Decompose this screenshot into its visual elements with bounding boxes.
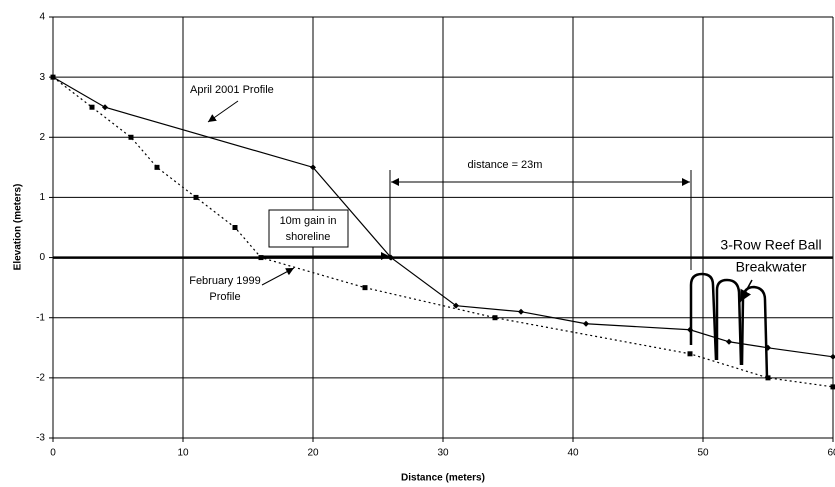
point [102,104,108,111]
annotation: Profile [209,291,240,303]
reef-ball [715,278,743,366]
point [258,255,264,261]
annotation-box [268,209,349,248]
point [362,285,368,291]
point [89,104,95,110]
y-tick-label: -1 [36,312,45,323]
point [128,134,134,140]
point [583,320,589,327]
arrow [261,267,295,286]
point [492,315,498,321]
y-tick-label: 3 [39,72,45,83]
y-tick-label: 0 [39,252,45,263]
reef-ball [740,285,769,379]
y-tick-label: 2 [39,132,45,143]
point [50,74,56,80]
point [830,384,835,390]
series [50,74,835,390]
y-tick-label: 1 [39,192,45,203]
y-tick-label: -3 [36,433,45,444]
annotation: February 1999 [189,275,261,287]
point [154,164,160,170]
y-tick-label: -2 [36,372,45,383]
x-axis-title: Distance (meters) [401,473,485,484]
point [830,353,835,360]
annotation: Breakwater [736,259,807,275]
annotation: shoreline [286,231,331,243]
point [726,338,732,345]
point [232,225,238,230]
x-tick-label: 10 [177,448,189,459]
point [453,302,459,309]
y-tick-label: 4 [39,12,45,23]
x-tick-label: 40 [567,448,579,459]
y-axis-title: Elevation (meters) [13,184,24,271]
point [518,308,524,315]
grid [49,16,834,442]
point [310,164,316,171]
x-tick-label: 60 [827,448,835,459]
annotation: 10m gain in [280,215,337,227]
reef-ball [689,272,718,361]
x-tick-label: 30 [437,448,449,459]
annotation: April 2001 Profile [190,84,274,96]
x-tick-label: 50 [697,448,709,459]
annotation: 3-Row Reef Ball [720,237,821,253]
point [193,194,199,200]
x-tick-label: 0 [50,448,56,459]
point [687,351,693,357]
series-line [52,76,834,388]
arrow [207,100,239,123]
annotation: distance = 23m [468,159,543,171]
x-tick-label: 20 [307,448,319,459]
